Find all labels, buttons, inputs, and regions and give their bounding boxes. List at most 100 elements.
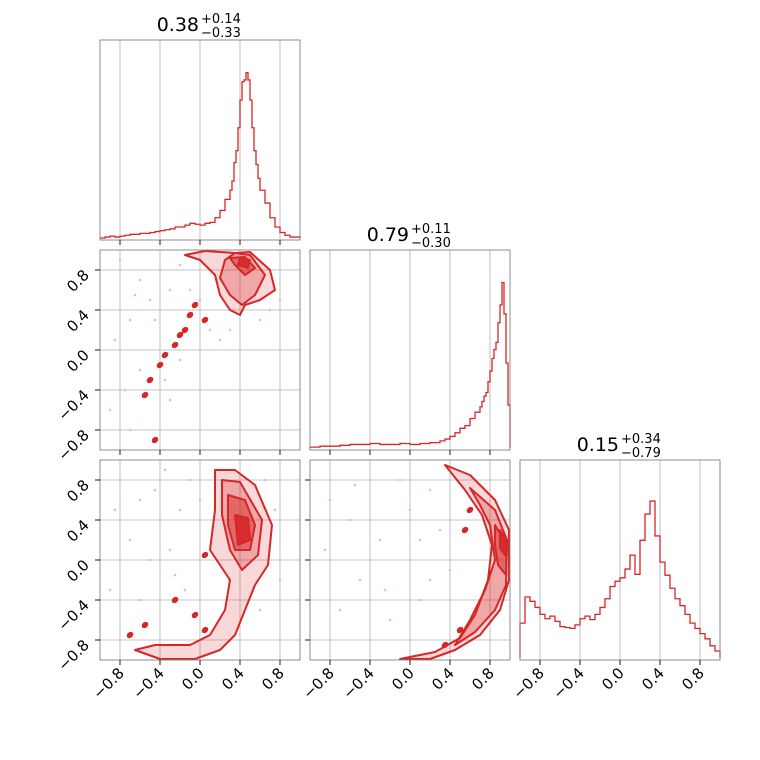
pair-panel-1-island-9 [191, 301, 199, 309]
pair-panel-2-point-5 [148, 558, 152, 562]
pair-panel-2-point-7 [108, 588, 112, 592]
pair-panel-1-point-1 [138, 278, 142, 282]
pair-panel-1-point-11 [188, 288, 192, 292]
hist-panel-1-histogram [100, 71, 301, 239]
title-param-1-minus: −0.33 [201, 26, 241, 41]
pair-panel-3-point-16 [383, 588, 387, 592]
pair-panel-3-point-4 [388, 618, 392, 622]
pair-panel-2-island-0 [201, 551, 209, 559]
hist-panel-3-xtick-label-2: 0.0 [598, 664, 628, 694]
pair-panel-1-ytick-label-2: 0.0 [63, 346, 93, 376]
pair-panel-3-point-15 [353, 483, 357, 487]
pair-panel-3-point-9 [368, 638, 372, 642]
hist-panel-3-xtick-label-1: −0.4 [549, 664, 587, 702]
pair-panel-2-xtick-label-4: 0.8 [258, 664, 288, 694]
pair-panel-3-island-3 [441, 641, 449, 649]
pair-panel-1-point-20 [218, 338, 222, 342]
pair-panel-1-point-19 [178, 358, 182, 362]
pair-panel-2-point-16 [258, 608, 262, 612]
pair-panel-1-island-1 [181, 326, 189, 334]
pair-panel-1-point-6 [168, 288, 172, 292]
pair-panel-1-point-16 [278, 298, 282, 302]
title-param-1: 0.38 +0.14 −0.33 [157, 12, 241, 41]
pair-panel-1-point-18 [123, 388, 127, 392]
pair-panel-1-island-4 [156, 361, 164, 369]
pair-panel-2-xtick-label-1: −0.4 [129, 664, 167, 702]
pair-panel-1: −0.8−0.4 0.0 0.4 0.8 [54, 249, 301, 465]
pair-panel-2-point-18 [153, 488, 157, 492]
title-param-3: 0.15 +0.34 −0.79 [577, 432, 661, 461]
pair-panel-2-island-1 [171, 596, 179, 604]
pair-panel-1-ytick-label-4: 0.8 [63, 266, 93, 296]
pair-panel-1-point-3 [178, 263, 182, 267]
pair-panel-3-point-8 [338, 608, 342, 612]
pair-panel-1-point-7 [108, 408, 112, 412]
pair-panel-1-point-24 [163, 378, 167, 382]
pair-panel-3-island-0 [466, 506, 474, 514]
pair-panel-1-point-17 [113, 338, 117, 342]
pair-panel-2-point-17 [263, 478, 267, 482]
pair-panel-2-xtick-label-2: 0.0 [178, 664, 208, 694]
pair-panel-3-point-7 [428, 488, 432, 492]
pair-panel-3-contour-3 [499, 529, 508, 556]
title-param-2-plus: +0.11 [411, 222, 451, 237]
pair-panel-1-point-23 [153, 318, 157, 322]
pair-panel-2-point-13 [138, 598, 142, 602]
pair-panel-3-point-2 [358, 578, 362, 582]
pair-panel-1-ytick-label-0: −0.8 [54, 426, 92, 464]
pair-panel-2-point-4 [128, 538, 132, 542]
pair-panel-1-point-8 [128, 428, 132, 432]
pair-panel-2-point-2 [158, 518, 162, 522]
hist-panel-3: −0.8 −0.4 0.0 0.4 0.8 [509, 459, 721, 703]
pair-panel-1-island-6 [141, 391, 149, 399]
pair-panel-3-point-6 [418, 598, 422, 602]
title-param-2-median: 0.79 [367, 224, 409, 246]
pair-panel-2-point-6 [168, 548, 172, 552]
pair-panel-2-point-8 [188, 478, 192, 482]
pair-panel-2-point-11 [278, 578, 282, 582]
pair-panel-3-xtick-label-0: −0.8 [299, 664, 337, 702]
pair-panel-1-point-21 [228, 328, 232, 332]
pair-panel-3-point-12 [448, 568, 452, 572]
title-param-1-median: 0.38 [157, 14, 199, 36]
title-param-3-plus: +0.34 [621, 432, 661, 447]
pair-panel-1-point-14 [258, 318, 262, 322]
pair-panel-3: −0.8 −0.4 0.0 0.4 0.8 [299, 459, 511, 703]
pair-panel-2: −0.8 −0.4 0.0 0.4 0.8−0.8−0.40.00.40.8 [54, 459, 301, 703]
pair-panel-3-point-0 [328, 498, 332, 502]
pair-panel-2-point-0 [118, 478, 122, 482]
pair-panel-2-point-15 [113, 508, 117, 512]
title-param-2: 0.79 +0.11 −0.30 [367, 222, 451, 251]
pair-panel-2-ytick-label-1: −0.4 [54, 596, 92, 634]
pair-panel-2-island-3 [141, 621, 149, 629]
pair-panel-3-xtick-label-4: 0.8 [468, 664, 498, 694]
pair-panel-1-island-3 [161, 351, 169, 359]
hist-panel-1 [99, 39, 301, 245]
pair-panel-3-point-5 [408, 508, 412, 512]
pair-panel-1-point-22 [133, 293, 137, 297]
pair-panel-3-xtick-label-3: 0.4 [428, 664, 458, 694]
pair-panel-2-point-19 [173, 573, 177, 577]
pair-panel-2-ytick-label-2: 0.0 [63, 556, 93, 586]
pair-panel-3-point-10 [398, 478, 402, 482]
hist-panel-2 [309, 249, 511, 455]
pair-panel-2-point-9 [198, 498, 202, 502]
pair-panel-1-point-10 [168, 398, 172, 402]
pair-panel-1-point-0 [118, 258, 122, 262]
title-param-3-median: 0.15 [577, 434, 619, 456]
pair-panel-2-island-4 [126, 631, 134, 639]
hist-panel-2-histogram [309, 281, 511, 448]
hist-panel-3-xtick-label-3: 0.4 [638, 664, 668, 694]
pair-panel-2-point-3 [178, 508, 182, 512]
pair-panel-1-island-0 [186, 311, 194, 319]
pair-panel-3-xtick-label-1: −0.4 [339, 664, 377, 702]
title-param-2-minus: −0.30 [411, 236, 451, 251]
pair-panel-1-island-10 [201, 316, 209, 324]
pair-panel-1-island-2 [171, 341, 179, 349]
pair-panel-3-point-17 [418, 538, 422, 542]
pair-panel-1-island-7 [151, 436, 159, 444]
pair-panel-2-point-14 [183, 588, 187, 592]
pair-panel-2-point-12 [273, 508, 277, 512]
pair-panel-3-island-1 [461, 526, 469, 534]
pair-panel-3-xtick-label-2: 0.0 [388, 664, 418, 694]
